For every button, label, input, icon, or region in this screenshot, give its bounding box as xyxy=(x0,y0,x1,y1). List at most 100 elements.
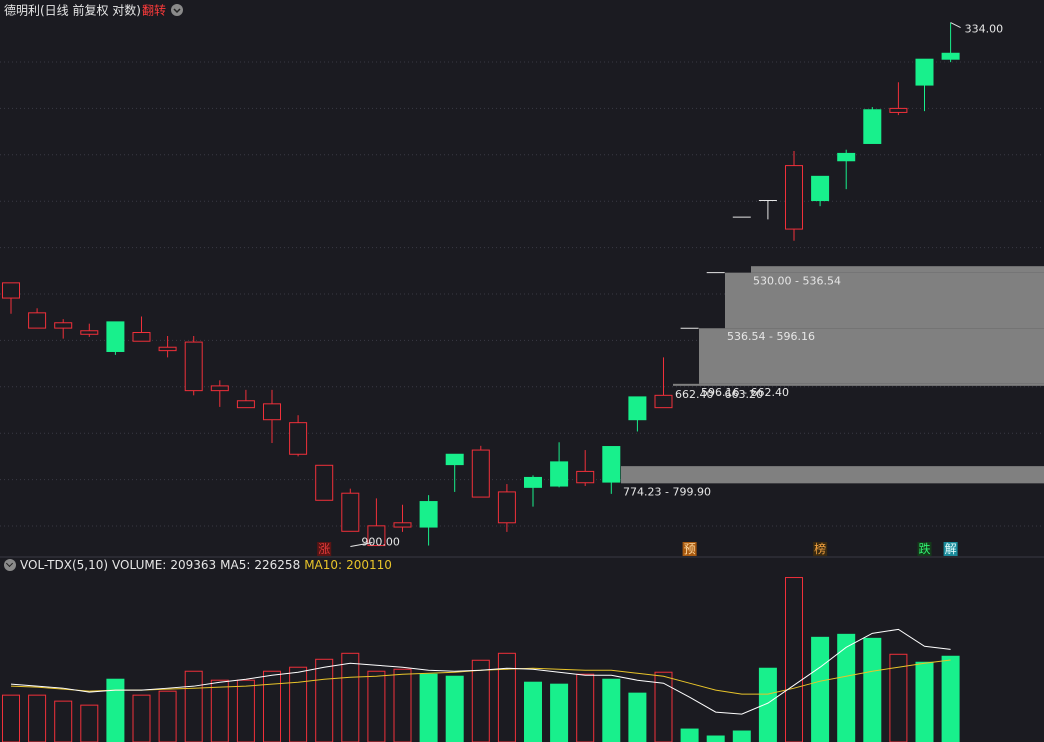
volume-bar xyxy=(315,658,334,742)
ma5-value: 226258 xyxy=(254,558,301,572)
candle-body xyxy=(80,330,99,335)
ma5-label: MA5: xyxy=(220,558,251,572)
candle-body xyxy=(210,385,229,392)
volume-bar xyxy=(837,633,856,742)
volume-bar xyxy=(471,659,490,742)
gap-zone xyxy=(673,383,1044,386)
candle-body xyxy=(785,165,803,230)
volume-bar xyxy=(785,577,803,742)
volume-bar xyxy=(210,679,229,742)
candle-body xyxy=(393,522,412,528)
volume-bar xyxy=(184,670,203,742)
signal-label: 榜 xyxy=(814,541,826,556)
volume-bar xyxy=(106,678,125,742)
gap-zone-label: 596.16 - 662.40 xyxy=(701,386,789,399)
candle-body xyxy=(471,449,490,498)
signal-badge xyxy=(682,542,697,556)
volume-bar xyxy=(289,666,308,742)
volume-bar xyxy=(706,735,725,742)
signal-label: 解 xyxy=(945,542,957,556)
extreme-label: 334.00 xyxy=(965,23,1004,36)
ma10-label: MA10: xyxy=(304,558,343,572)
volume-bar xyxy=(263,670,281,742)
volume-bar xyxy=(941,655,960,742)
indicator-toggle[interactable] xyxy=(4,559,16,571)
volume-bar xyxy=(236,679,255,742)
gap-zone-label: 536.54 - 596.16 xyxy=(727,330,815,343)
candle-body xyxy=(837,152,856,162)
extreme-pointer xyxy=(950,22,961,29)
signal-label: 预 xyxy=(684,542,696,556)
volume-bar xyxy=(341,652,360,742)
signal-label: 涨 xyxy=(318,541,330,556)
volume-label: VOLUME: xyxy=(112,558,167,572)
volume-bar xyxy=(654,671,673,742)
candle-body xyxy=(915,58,934,86)
volume-bar xyxy=(680,728,699,742)
ma10-value: 200110 xyxy=(346,558,392,572)
volume-bar xyxy=(602,678,621,742)
signal-badge xyxy=(813,542,828,556)
volume-bar xyxy=(576,673,595,742)
candle-body xyxy=(576,470,595,484)
volume-value: 209363 xyxy=(170,558,217,572)
volume-bar xyxy=(54,700,73,742)
candle-body xyxy=(106,321,125,352)
volume-bar xyxy=(2,694,20,742)
volume-bar xyxy=(732,730,751,742)
volume-bar xyxy=(132,694,151,742)
signal-badge xyxy=(943,542,958,556)
menu-toggle[interactable] xyxy=(171,4,183,16)
volume-bar xyxy=(863,637,882,742)
candle-body xyxy=(497,491,516,524)
candle-body xyxy=(941,52,960,60)
candle-body xyxy=(263,403,281,421)
volume-bar xyxy=(628,692,647,742)
gap-zone-label: 662.40 - 663.20 xyxy=(675,388,763,401)
indicator-name: VOL-TDX(5,10) xyxy=(20,558,109,572)
candle-body xyxy=(158,346,177,352)
signal-label: 跌 xyxy=(918,541,930,556)
volume-bar xyxy=(915,661,934,742)
candle-body xyxy=(132,332,151,342)
stock-title: 德明利(日线 前复权 对数) xyxy=(4,3,141,18)
candle-body xyxy=(54,322,73,329)
candle-body xyxy=(341,492,360,532)
volume-bar xyxy=(550,683,569,742)
signal-badge xyxy=(317,542,332,556)
gap-zone xyxy=(751,266,1044,273)
candle-body xyxy=(184,341,203,392)
candle-body xyxy=(419,501,438,528)
flip-flag[interactable]: 翻转 xyxy=(142,3,166,18)
extreme-pointer xyxy=(350,542,373,548)
gap-zone-label: 774.23 - 799.90 xyxy=(623,485,711,498)
volume-bar xyxy=(497,652,516,742)
volume-legend: VOL-TDX(5,10) VOLUME: 209363 MA5: 226258 M… xyxy=(4,558,392,572)
candle-body xyxy=(524,476,542,488)
extreme-label: 900.00 xyxy=(361,536,400,549)
volume-bar xyxy=(419,673,438,742)
candle-body xyxy=(28,312,47,329)
gap-zone-label: 530.00 - 536.54 xyxy=(753,275,841,288)
candle-body xyxy=(445,453,464,466)
volume-bar xyxy=(889,653,908,742)
volume-bar xyxy=(80,704,99,742)
candle-body xyxy=(628,396,647,421)
candle-body xyxy=(811,175,830,202)
volume-bar xyxy=(811,636,830,742)
volume-bar xyxy=(393,668,412,742)
volume-bar xyxy=(524,681,542,742)
candle-body xyxy=(550,461,569,487)
signal-badge xyxy=(917,542,932,556)
volume-bar xyxy=(158,690,177,742)
candle-body xyxy=(236,400,255,409)
ma5-line xyxy=(10,628,951,715)
candle-body xyxy=(654,394,673,409)
candle-body xyxy=(2,282,20,299)
volume-bar xyxy=(367,670,386,742)
volume-bar xyxy=(28,694,47,742)
gap-zone xyxy=(699,328,1044,384)
gap-zone xyxy=(725,272,1044,329)
